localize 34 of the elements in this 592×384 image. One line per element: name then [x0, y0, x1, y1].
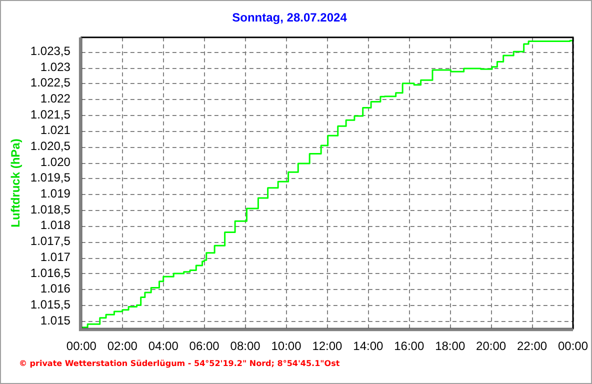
- y-tick-label: 1.023,5: [30, 44, 71, 58]
- y-tick-label: 1.020,5: [30, 139, 71, 154]
- y-tick-label: 1.016: [40, 282, 71, 296]
- x-tick-label: 00:00: [66, 339, 97, 354]
- y-tick-label: 1.017: [40, 250, 71, 264]
- y-tick-label: 1.021,5: [30, 107, 71, 122]
- x-tick-label: 08:00: [230, 339, 261, 354]
- y-tick-label: 1.023: [40, 60, 71, 74]
- x-tick-label: 00:00: [558, 339, 588, 354]
- x-tick-label: 14:00: [353, 339, 384, 354]
- y-tick-label: 1.019: [40, 186, 71, 201]
- y-tick-label: 1.016,5: [30, 266, 71, 280]
- y-tick-label: 1.022,5: [30, 76, 71, 90]
- y-tick-label: 1.015,5: [30, 297, 71, 312]
- text: © private Wetterstation Süderlügum - 54°52'19.2" Nord; 8°54'45.1"Ost: [19, 359, 340, 368]
- x-tick-label: 02:00: [107, 339, 138, 354]
- y-tick-label: 1.017,5: [30, 234, 71, 248]
- x-tick-label: 06:00: [189, 339, 220, 354]
- x-tick-label: 22:00: [517, 339, 548, 354]
- y-tick-label: 1.018,5: [30, 202, 71, 216]
- x-tick-label: 12:00: [312, 339, 343, 354]
- x-tick-label: 20:00: [476, 339, 506, 354]
- y-tick-label: 1.022: [40, 92, 71, 106]
- x-tick-label: 18:00: [435, 339, 466, 354]
- x-tick-label: 04:00: [148, 339, 179, 354]
- x-tick-label: 10:00: [271, 339, 302, 354]
- chart-title: Sonntag, 28.07.2024: [232, 10, 348, 25]
- y-tick-label: 1.021: [40, 123, 71, 138]
- x-tick-label: 16:00: [394, 339, 424, 354]
- y-axis-title: Luftdruck (hPa): [8, 138, 23, 228]
- y-tick-label: 1.019,5: [30, 170, 71, 185]
- y-tick-label: 1.020: [40, 154, 71, 169]
- y-tick-label: 1.018: [40, 218, 71, 232]
- y-tick-label: 1.015: [40, 313, 71, 328]
